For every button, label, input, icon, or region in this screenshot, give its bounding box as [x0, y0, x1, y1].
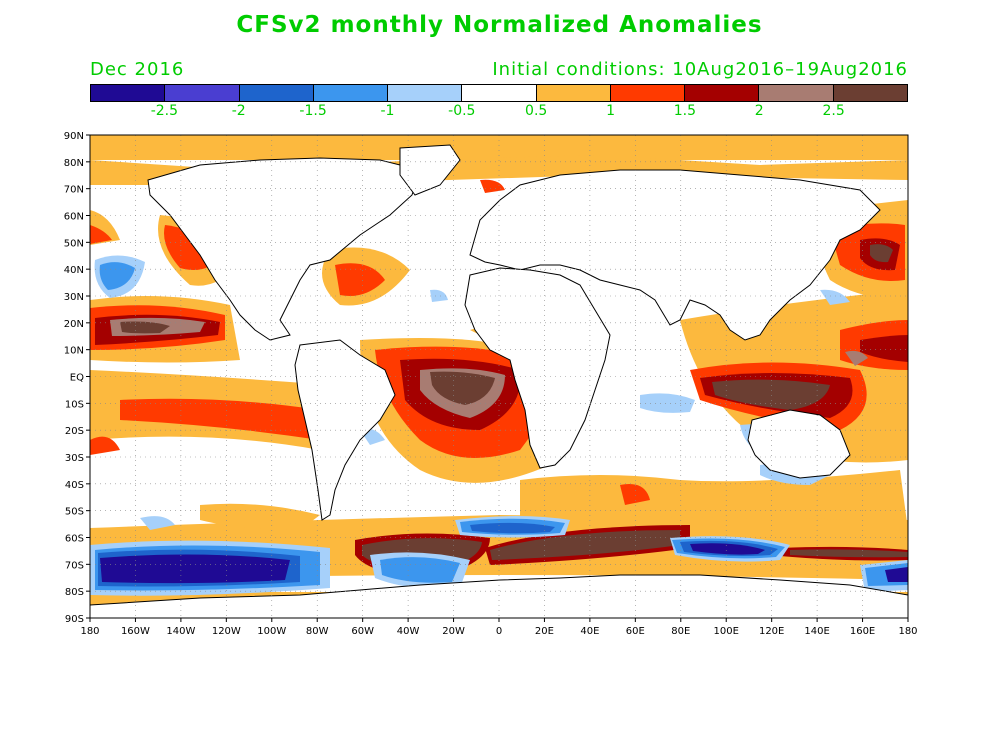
latitude-label: 90N [64, 131, 84, 142]
longitude-label: 160E [850, 626, 875, 637]
latitude-label: 50S [65, 507, 84, 518]
latitude-label: 40S [65, 480, 84, 491]
axis-labels: 90N 80N 70N 60N 50N 40N 30N 20N 10N EQ 10S 20S 30S 40… [64, 131, 918, 637]
colorbar-segment [685, 85, 760, 101]
longitude-label: 180 [80, 626, 99, 637]
north-america [147, 157, 421, 341]
longitude-label: 160W [121, 626, 150, 637]
longitude-label: 120E [759, 626, 784, 637]
colorbar-segment [833, 85, 907, 101]
latitude-label: 20N [64, 319, 84, 330]
colorbar [90, 84, 908, 102]
colorbar-tick-label: 2 [754, 103, 764, 119]
colorbar-tick-label: 1.5 [673, 103, 697, 119]
colorbar-segment [610, 85, 686, 101]
colorbar-segment [313, 85, 389, 101]
colorbar-segment [91, 85, 166, 101]
latitude-label: 40N [64, 265, 84, 276]
greenland [399, 144, 461, 196]
longitude-label: 40W [397, 626, 420, 637]
colorbar-segment [759, 85, 834, 101]
colorbar-segment [462, 85, 537, 101]
longitude-label: 80E [671, 626, 690, 637]
latitude-label: 50N [64, 238, 84, 249]
latitude-label: 30N [64, 292, 84, 303]
eurasia [469, 169, 881, 341]
colorbar-segment [239, 85, 314, 101]
lat-lon-grid [90, 135, 908, 618]
colorbar-tick-label: 0.5 [525, 103, 548, 119]
colorbar-tick-label: -1 [380, 103, 395, 119]
colorbar-segment [165, 85, 240, 101]
latitude-label: 80N [64, 158, 84, 169]
latitude-label: 80S [65, 587, 84, 598]
longitude-label: 20W [442, 626, 465, 637]
latitude-label: 70S [65, 560, 84, 571]
africa [464, 267, 611, 469]
latitude-label: 10S [65, 399, 84, 410]
map-title: CFSv2 monthly Normalized Anomalies [236, 12, 763, 38]
colorbar-tick-label: -1.5 [299, 103, 327, 119]
longitude-label: 140W [166, 626, 195, 637]
anomaly-band-brown [110, 244, 893, 418]
colorbar-tick-label: -0.5 [448, 103, 476, 119]
longitude-label: 140E [804, 626, 829, 637]
antarctica [90, 574, 908, 618]
initial-conditions: Initial conditions: 10Aug2016–19Aug2016 [492, 59, 908, 80]
colorbar-segment [388, 85, 463, 101]
colorbar-segment [536, 85, 611, 101]
latitude-label: 60S [65, 534, 84, 545]
longitude-label: 60E [626, 626, 645, 637]
australia [747, 409, 851, 479]
anomaly-band-darkblue [100, 543, 908, 584]
latitude-label: 20S [65, 426, 84, 437]
longitude-label: 0 [496, 626, 502, 637]
latitude-label: 30S [65, 453, 84, 464]
colorbar-tick-label: -2.5 [150, 103, 179, 119]
longitude-label: 100E [714, 626, 739, 637]
latitude-label: 70N [64, 185, 84, 196]
longitude-label: 120W [212, 626, 241, 637]
latitude-label: EQ [70, 373, 84, 384]
latitude-label: 10N [64, 346, 84, 357]
longitude-label: 40E [580, 626, 599, 637]
longitude-label: 60W [351, 626, 374, 637]
colorbar-labels: -2.5 -2 -1.5 -1 -0.5 0.5 1 1.5 2 2.5 [90, 103, 908, 121]
colorbar-tick-label: 2.5 [822, 103, 845, 119]
longitude-label: 100W [257, 626, 286, 637]
latitude-label: 90S [65, 614, 84, 625]
colorbar-tick-label: -2 [231, 103, 246, 119]
latitude-label: 60N [64, 212, 84, 223]
continents [90, 144, 908, 618]
longitude-label: 180 [898, 626, 917, 637]
valid-month: Dec 2016 [90, 59, 185, 80]
longitude-label: 20E [535, 626, 554, 637]
longitude-label: 80W [306, 626, 329, 637]
colorbar-tick-label: 1 [606, 103, 615, 119]
